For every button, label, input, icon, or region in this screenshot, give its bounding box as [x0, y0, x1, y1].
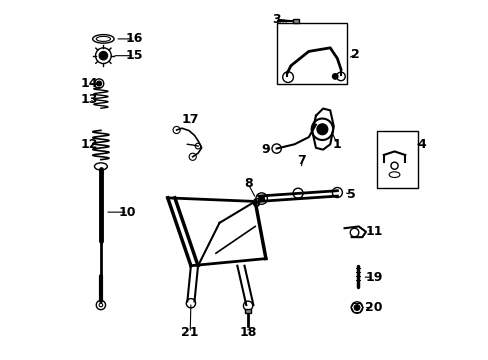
Text: 13: 13 — [80, 93, 98, 106]
Text: 19: 19 — [365, 271, 382, 284]
Text: 9: 9 — [261, 143, 269, 156]
Text: 2: 2 — [350, 48, 359, 61]
Text: 14: 14 — [80, 77, 98, 90]
Text: 21: 21 — [181, 327, 199, 339]
Text: 7: 7 — [297, 154, 305, 167]
Circle shape — [353, 305, 359, 310]
Bar — [277, 23, 346, 84]
Text: 11: 11 — [365, 225, 382, 238]
Text: 8: 8 — [243, 177, 252, 190]
Circle shape — [99, 51, 107, 60]
Text: 17: 17 — [181, 113, 199, 126]
Text: 5: 5 — [346, 188, 355, 201]
Circle shape — [258, 196, 264, 202]
Bar — [293, 19, 298, 23]
Circle shape — [97, 81, 102, 86]
Text: 10: 10 — [119, 206, 136, 219]
Text: 3: 3 — [272, 13, 281, 26]
Circle shape — [316, 124, 327, 135]
Text: 6: 6 — [250, 197, 259, 210]
Bar — [244, 309, 250, 313]
Text: 1: 1 — [332, 138, 341, 151]
Text: 18: 18 — [239, 327, 256, 339]
Text: 4: 4 — [416, 138, 425, 151]
Text: 20: 20 — [365, 301, 382, 314]
Text: 16: 16 — [125, 32, 143, 45]
Text: 15: 15 — [125, 49, 143, 62]
Text: 12: 12 — [80, 139, 98, 152]
Circle shape — [332, 73, 337, 79]
Bar — [376, 131, 417, 188]
